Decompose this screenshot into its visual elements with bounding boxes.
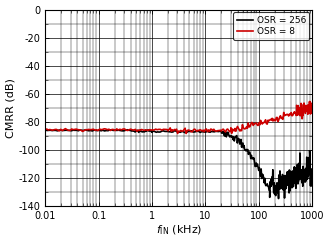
- Line: OSR = 256: OSR = 256: [45, 130, 312, 199]
- OSR = 256: [277, 197, 280, 200]
- OSR = 8: [43, 128, 47, 131]
- OSR = 256: [215, 130, 219, 133]
- OSR = 256: [43, 128, 47, 131]
- OSR = 8: [110, 128, 114, 131]
- OSR = 8: [246, 127, 249, 130]
- OSR = 8: [297, 106, 301, 109]
- OSR = 256: [190, 129, 194, 132]
- OSR = 8: [184, 132, 188, 135]
- OSR = 256: [305, 175, 309, 178]
- X-axis label: $f_{\mathrm{IN}}$ (kHz): $f_{\mathrm{IN}}$ (kHz): [155, 224, 202, 237]
- OSR = 8: [298, 107, 302, 110]
- OSR = 256: [237, 137, 241, 140]
- Line: OSR = 8: OSR = 8: [45, 102, 312, 133]
- OSR = 8: [256, 124, 260, 127]
- OSR = 8: [310, 102, 314, 105]
- OSR = 256: [129, 128, 133, 131]
- OSR = 8: [225, 128, 229, 131]
- Legend: OSR = 256, OSR = 8: OSR = 256, OSR = 8: [233, 12, 310, 40]
- Y-axis label: CMRR (dB): CMRR (dB): [6, 78, 16, 138]
- OSR = 256: [207, 130, 211, 133]
- OSR = 256: [120, 129, 124, 132]
- OSR = 256: [310, 174, 314, 176]
- OSR = 8: [308, 100, 312, 103]
